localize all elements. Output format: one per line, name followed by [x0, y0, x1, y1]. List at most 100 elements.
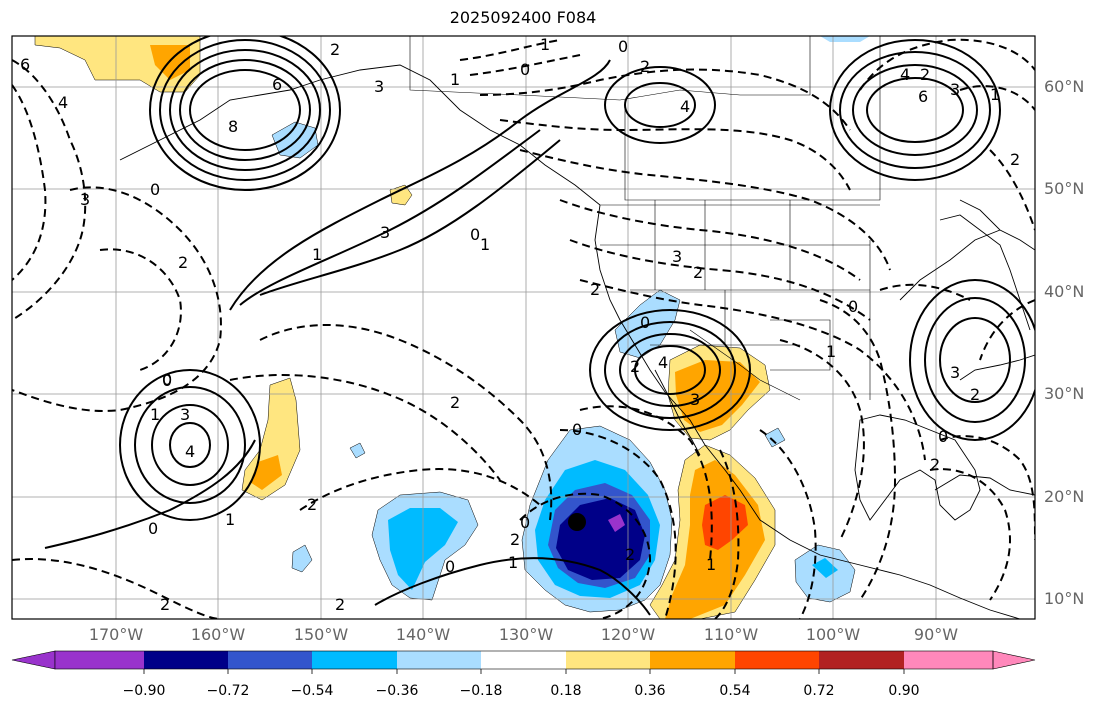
contour-label: 0	[520, 60, 530, 79]
map-title: 2025092400 F084	[449, 8, 597, 27]
contour-label: 2	[335, 595, 345, 614]
contour-label: 3	[672, 247, 682, 266]
lon-label: 170°W	[88, 625, 144, 644]
contour-label: 3	[80, 190, 90, 209]
contour-label: 2	[693, 263, 703, 282]
lat-label: 10°N	[1044, 589, 1085, 608]
contour-label: 6	[918, 87, 928, 106]
lon-label: 140°W	[395, 625, 451, 644]
contour-label: 0	[150, 180, 160, 199]
colorbar-segment	[819, 651, 904, 669]
contour-label: 2	[160, 595, 170, 614]
colorbar-segment	[904, 651, 993, 669]
political-borders	[409, 36, 881, 401]
colorbar-segment	[312, 651, 397, 669]
lon-label: 90°W	[913, 625, 959, 644]
colorbar-segment	[566, 651, 650, 669]
contour-label: 0	[162, 370, 172, 389]
colorbar-segment	[735, 651, 819, 669]
contour-label: 2	[450, 393, 460, 412]
map-background	[12, 36, 1035, 619]
contour-label: 2	[970, 385, 980, 404]
contour-label: 6	[20, 55, 30, 74]
colorbar-segment	[144, 651, 228, 669]
contour-label: 2	[178, 253, 188, 272]
contour-label: 4	[185, 442, 195, 461]
colorbar-segment	[650, 651, 735, 669]
contour-label: 4	[680, 97, 690, 116]
colorbar-segment	[397, 651, 481, 669]
contour-label: 2	[920, 65, 930, 84]
lat-label: 40°N	[1044, 282, 1085, 301]
contour-label: 1	[706, 555, 716, 574]
dashed-contours	[12, 38, 1035, 619]
colorbar-extend-low	[11, 650, 56, 670]
colorbar-segment	[55, 651, 144, 669]
contour-label: 1	[540, 35, 550, 54]
colorbar-tick-label: −0.18	[459, 683, 503, 699]
colorbar-tick-label: 0.18	[550, 683, 582, 699]
colorbar-tick-label: 0.36	[634, 683, 666, 699]
contour-label: 0	[640, 313, 650, 332]
contour-label: 0	[470, 225, 480, 244]
contour-label: 1	[826, 342, 836, 361]
contour-label: 0	[938, 427, 948, 446]
map-frame	[11, 35, 1036, 620]
lon-label: 150°W	[293, 625, 349, 644]
contour-label: 1	[150, 405, 160, 424]
contour-label: 2	[590, 280, 600, 299]
colorbar-tick-label: 0.72	[803, 683, 835, 699]
contour-label: 3	[380, 223, 390, 242]
contour-label: 2	[510, 530, 520, 549]
contour-label: 2	[330, 40, 340, 59]
contour-label: 1	[508, 553, 518, 572]
contour-label: 8	[228, 117, 238, 136]
contour-label: 0	[148, 519, 158, 538]
contour-label: 1	[990, 85, 1000, 104]
lon-label: 110°W	[703, 625, 759, 644]
solid-contours	[44, 36, 1035, 616]
colorbar	[11, 650, 1036, 674]
contour-label: 0	[618, 37, 628, 56]
contour-label: 3	[374, 77, 384, 96]
colorbar-segment	[481, 651, 566, 669]
storm-center-marker	[568, 513, 586, 531]
lat-label: 60°N	[1044, 77, 1085, 96]
coastlines	[119, 64, 1035, 619]
contour-label: 2	[930, 455, 940, 474]
contour-label: 1	[480, 235, 490, 254]
colorbar-extend-high	[992, 650, 1036, 670]
contour-label: 3	[180, 405, 190, 424]
contour-label: 0	[848, 297, 858, 316]
contour-label: 3	[950, 363, 960, 382]
contour-label: 1	[225, 510, 235, 529]
colorbar-tick-label: −0.36	[375, 683, 419, 699]
contour-label: 0	[520, 513, 530, 532]
contour-label: 6	[272, 75, 282, 94]
shaded-field	[34, 36, 870, 619]
contour-labels: 6 4 6 2 3 1 0 2 4 1 0 2 3 1 2 3 0 2 0 1 …	[20, 35, 1020, 614]
colorbar-segment	[228, 651, 312, 669]
contour-label: 2	[307, 495, 317, 514]
lon-label: 100°W	[805, 625, 861, 644]
contour-label: 3	[690, 390, 700, 409]
lon-label: 160°W	[190, 625, 246, 644]
contour-label: 2	[640, 57, 650, 76]
colorbar-tick-label: −0.90	[122, 683, 166, 699]
colorbar-tick-label: −0.54	[290, 683, 334, 699]
contour-label: 4	[58, 93, 68, 112]
lon-label: 130°W	[498, 625, 554, 644]
lat-label: 20°N	[1044, 487, 1085, 506]
contour-label: 2	[630, 357, 640, 376]
contour-label: 4	[658, 353, 668, 372]
graticule	[12, 36, 1035, 619]
contour-label: 0	[572, 420, 582, 439]
contour-label: 0	[445, 557, 455, 576]
contour-label: 2	[625, 545, 635, 564]
lat-label: 50°N	[1044, 179, 1085, 198]
colorbar-tick-label: 0.90	[888, 683, 920, 699]
contour-label: 3	[950, 80, 960, 99]
lon-label: 120°W	[600, 625, 656, 644]
contour-label: 2	[1010, 150, 1020, 169]
